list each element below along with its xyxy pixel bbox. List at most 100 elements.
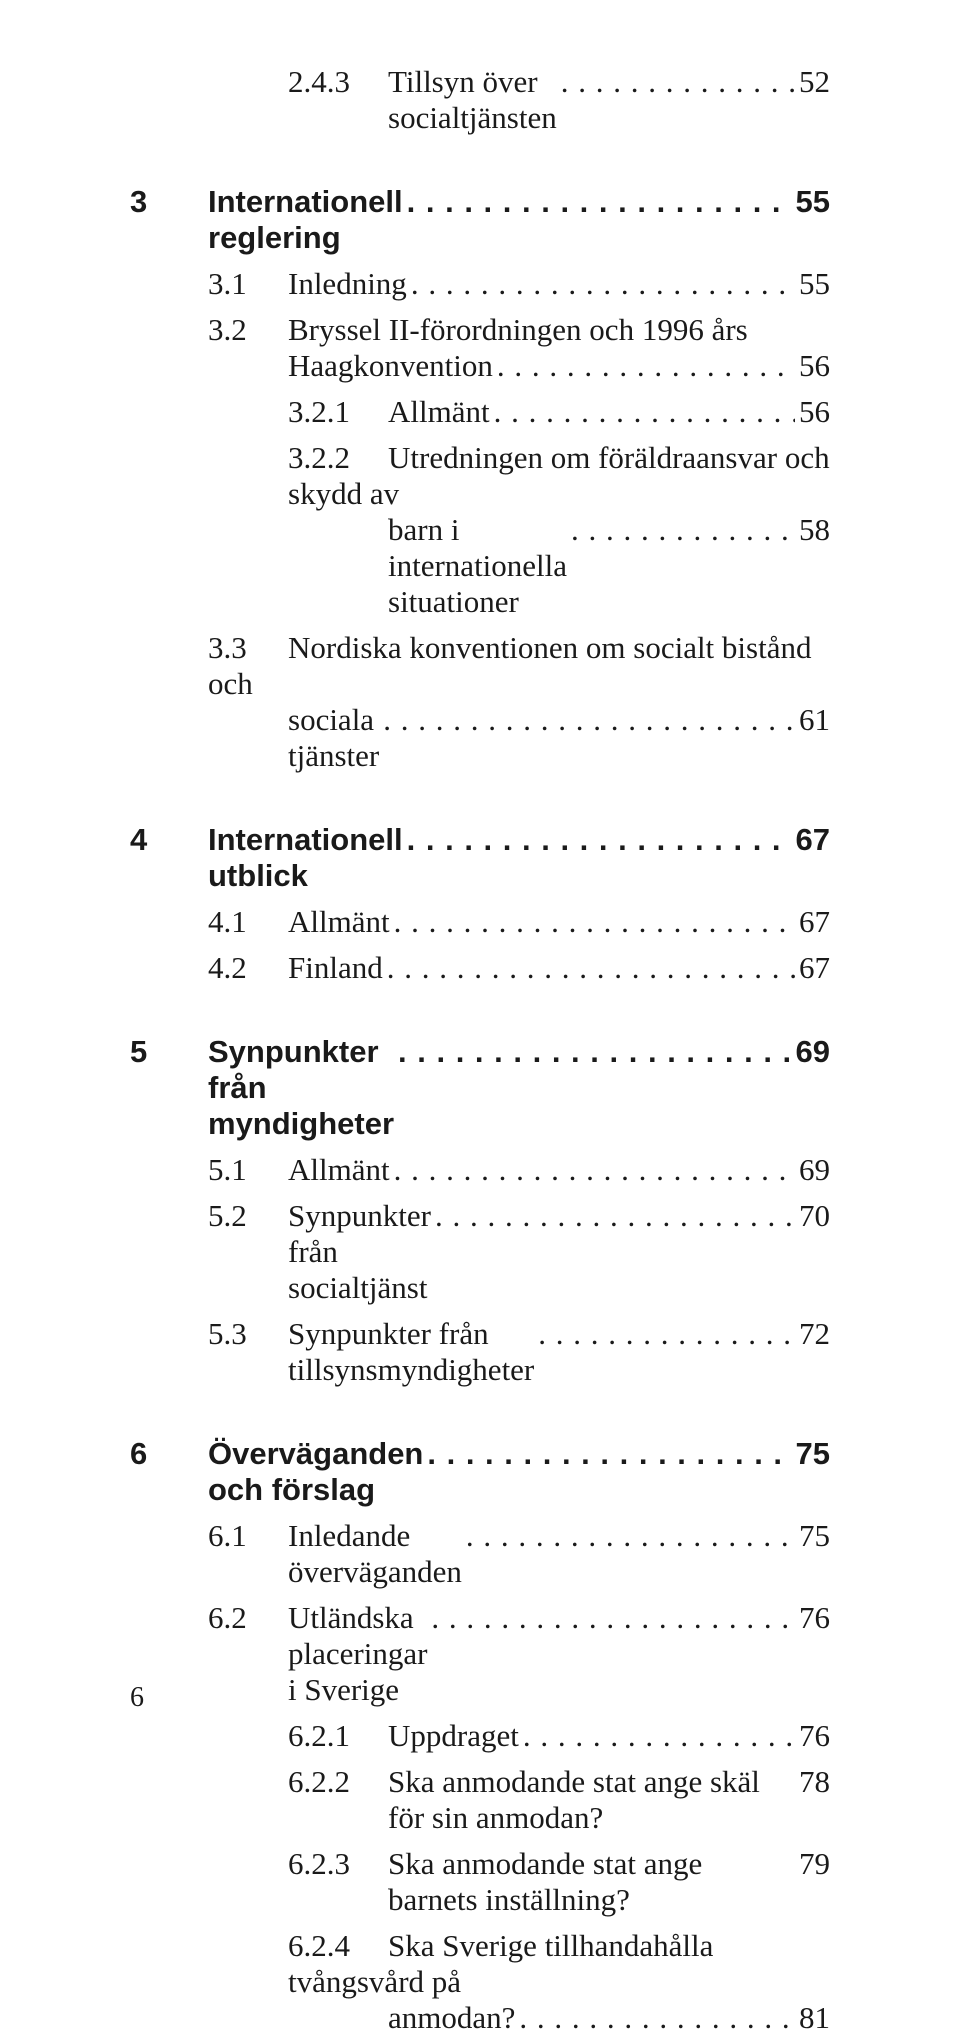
toc-title: Internationell reglering xyxy=(208,184,403,256)
toc-page: 67 xyxy=(799,904,830,940)
toc-entry: 6.1 Inledande överväganden 75 xyxy=(130,1518,830,1590)
toc-entry: 6.2.4Ska Sverige tillhandahålla tvångsvå… xyxy=(130,1928,830,2036)
toc-number: 2.4.3 xyxy=(288,64,388,100)
toc-entry: 2.4.3 Tillsyn över socialtjänsten 52 xyxy=(130,64,830,136)
toc-title: Allmänt xyxy=(388,394,490,430)
toc-page: 75 xyxy=(799,1518,830,1554)
toc-page: 2.4.3 Tillsyn över socialtjänsten 52 3 I… xyxy=(0,0,960,1774)
toc-leader xyxy=(435,1198,795,1234)
toc-page: 79 xyxy=(799,1846,830,1882)
toc-leader xyxy=(519,2000,795,2036)
toc-title: Synpunkter från socialtjänst xyxy=(288,1198,431,1306)
toc-number: 3.2.2 xyxy=(288,440,388,476)
toc-entry: 3.2.1 Allmänt 56 xyxy=(130,394,830,430)
toc-title-line1: Nordiska konventionen om socialt bistånd… xyxy=(208,630,811,701)
toc-title-line1: Bryssel II-förordningen och 1996 års xyxy=(288,312,748,347)
toc-title: Inledning xyxy=(288,266,407,302)
toc-title: Utländska placeringar i Sverige xyxy=(288,1600,427,1708)
toc-number: 6.2.1 xyxy=(288,1718,388,1754)
toc-entry-chapter: 4 Internationell utblick 67 xyxy=(130,822,830,894)
toc-number: 6.1 xyxy=(208,1518,288,1554)
toc-leader xyxy=(538,1316,795,1352)
toc-title: Synpunkter från myndigheter xyxy=(208,1034,394,1142)
toc-page: 72 xyxy=(799,1316,830,1352)
toc-entry: 6.2.2 Ska anmodande stat ange skäl för s… xyxy=(130,1764,830,1836)
toc-entry: 6.2.1 Uppdraget 76 xyxy=(130,1718,830,1754)
toc-entry: 5.1 Allmänt 69 xyxy=(130,1152,830,1188)
toc-page: 76 xyxy=(799,1600,830,1636)
toc-number: 5.2 xyxy=(208,1198,288,1234)
toc-entry: 4.1 Allmänt 67 xyxy=(130,904,830,940)
toc-title: Uppdraget xyxy=(388,1718,519,1754)
toc-number: 3.3 xyxy=(208,630,288,666)
toc-entry-chapter: 5 Synpunkter från myndigheter 69 xyxy=(130,1034,830,1142)
toc-number: 5.1 xyxy=(208,1152,288,1188)
toc-entry: 3.2Bryssel II-förordningen och 1996 års … xyxy=(130,312,830,384)
toc-title: Allmänt xyxy=(288,1152,390,1188)
toc-entry: 6.2 Utländska placeringar i Sverige 76 xyxy=(130,1600,830,1708)
toc-number: 4.2 xyxy=(208,950,288,986)
toc-page: 78 xyxy=(799,1764,830,1800)
toc-leader xyxy=(561,64,795,100)
toc-leader xyxy=(497,348,795,384)
toc-number: 6.2.2 xyxy=(288,1764,388,1800)
toc-page: 55 xyxy=(796,184,830,220)
toc-number: 6.2 xyxy=(208,1600,288,1636)
toc-entry: 3.1 Inledning 55 xyxy=(130,266,830,302)
toc-leader xyxy=(427,1436,791,1472)
toc-page: 67 xyxy=(796,822,830,858)
page-number: 6 xyxy=(130,1682,144,1714)
toc-entry: 5.3 Synpunkter från tillsynsmyndigheter … xyxy=(130,1316,830,1388)
toc-title-line2: anmodan? xyxy=(388,2000,515,2036)
toc-title: Ska anmodande stat ange barnets inställn… xyxy=(388,1846,793,1918)
toc-page: 81 xyxy=(799,2000,830,2036)
toc-leader xyxy=(387,950,795,986)
toc-page: 69 xyxy=(796,1034,830,1070)
toc-title: Finland xyxy=(288,950,383,986)
toc-leader xyxy=(494,394,795,430)
toc-leader xyxy=(394,904,795,940)
toc-leader xyxy=(407,822,792,858)
toc-number: 3 xyxy=(130,184,208,220)
toc-number: 6 xyxy=(130,1436,208,1472)
toc-title: Tillsyn över socialtjänsten xyxy=(388,64,557,136)
toc-page: 67 xyxy=(799,950,830,986)
toc-title: Inledande överväganden xyxy=(288,1518,462,1590)
toc-page: 75 xyxy=(796,1436,830,1472)
toc-page: 58 xyxy=(799,512,830,548)
toc-title: Synpunkter från tillsynsmyndigheter xyxy=(288,1316,534,1388)
toc-number: 6.2.3 xyxy=(288,1846,388,1882)
toc-number: 3.2 xyxy=(208,312,288,348)
toc-title: Internationell utblick xyxy=(208,822,403,894)
toc-page: 69 xyxy=(799,1152,830,1188)
toc-title: Allmänt xyxy=(288,904,390,940)
toc-number: 6.2.4 xyxy=(288,1928,388,1964)
toc-entry: 3.3Nordiska konventionen om socialt bist… xyxy=(130,630,830,774)
toc-page: 52 xyxy=(799,64,830,100)
toc-leader xyxy=(431,1600,795,1636)
toc-leader xyxy=(407,184,792,220)
toc-page: 76 xyxy=(799,1718,830,1754)
toc-leader xyxy=(523,1718,795,1754)
toc-number: 3.1 xyxy=(208,266,288,302)
toc-leader xyxy=(383,702,795,738)
toc-title-line2: barn i internationella situationer xyxy=(388,512,567,620)
toc-page: 70 xyxy=(799,1198,830,1234)
toc-leader xyxy=(571,512,795,548)
toc-entry: 3.2.2Utredningen om föräldraansvar och s… xyxy=(130,440,830,620)
toc-number: 5.3 xyxy=(208,1316,288,1352)
toc-leader xyxy=(411,266,795,302)
toc-title-line2: sociala tjänster xyxy=(288,702,379,774)
toc-leader xyxy=(466,1518,795,1554)
toc-page: 56 xyxy=(799,394,830,430)
toc-entry: 4.2 Finland 67 xyxy=(130,950,830,986)
toc-page: 56 xyxy=(799,348,830,384)
toc-number: 3.2.1 xyxy=(288,394,388,430)
toc-page: 55 xyxy=(799,266,830,302)
toc-entry-chapter: 3 Internationell reglering 55 xyxy=(130,184,830,256)
toc-entry: 6.2.3 Ska anmodande stat ange barnets in… xyxy=(130,1846,830,1918)
toc-page: 61 xyxy=(799,702,830,738)
toc-number: 4.1 xyxy=(208,904,288,940)
toc-title: Ska anmodande stat ange skäl för sin anm… xyxy=(388,1764,799,1836)
toc-leader xyxy=(398,1034,791,1070)
